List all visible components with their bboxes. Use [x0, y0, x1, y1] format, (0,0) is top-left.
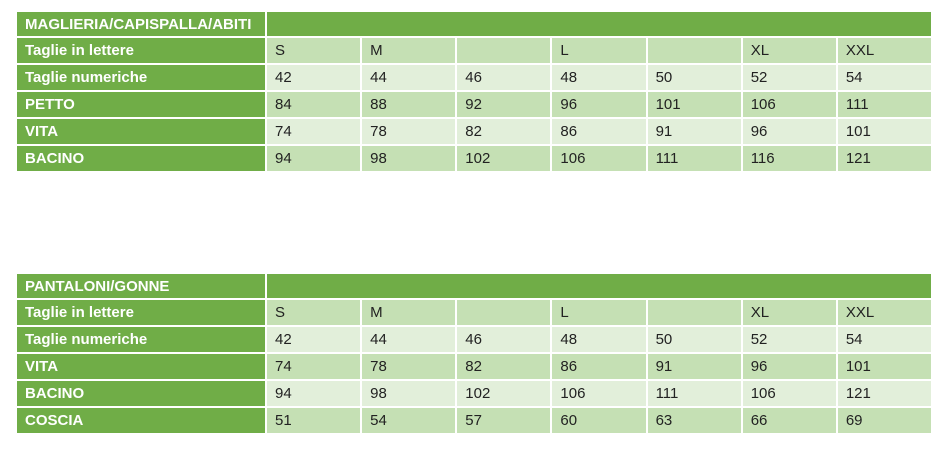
cell-value: 42: [264, 63, 363, 92]
cell-value: 52: [740, 325, 838, 354]
table-title: MAGLIERIA/CAPISPALLA/ABITI: [15, 10, 267, 38]
cell-value: 69: [835, 406, 934, 435]
cell-value: 96: [740, 352, 838, 381]
table-row: Taglie in lettere S M L XL XXL: [15, 36, 934, 65]
cell-value: XXL: [835, 36, 934, 65]
table-row: Taglie numeriche 42 44 46 48 50 52 54: [15, 325, 934, 354]
cell-value: 84: [264, 90, 363, 119]
cell-value: 102: [455, 379, 553, 408]
cell-value: [455, 36, 553, 65]
cell-value: 88: [360, 90, 458, 119]
cell-value: 91: [645, 352, 743, 381]
cell-value: S: [264, 36, 363, 65]
cell-value: 54: [835, 325, 934, 354]
cell-value: 52: [740, 63, 838, 92]
cell-value: 106: [550, 379, 648, 408]
cell-value: 54: [835, 63, 934, 92]
cell-value: 111: [645, 379, 743, 408]
cell-value: 48: [550, 325, 648, 354]
cell-value: 91: [645, 117, 743, 146]
table-title: PANTALONI/GONNE: [15, 272, 267, 300]
cell-value: 50: [645, 325, 743, 354]
row-label: VITA: [15, 117, 267, 146]
row-label: COSCIA: [15, 406, 267, 435]
cell-value: 78: [360, 117, 458, 146]
row-label: BACINO: [15, 144, 267, 173]
cell-value: 121: [835, 379, 934, 408]
cell-value: 57: [455, 406, 553, 435]
cell-value: 96: [740, 117, 838, 146]
row-label: Taglie in lettere: [15, 298, 267, 327]
row-label: PETTO: [15, 90, 267, 119]
cell-value: M: [360, 298, 458, 327]
table-row: Taglie numeriche 42 44 46 48 50 52 54: [15, 63, 934, 92]
cell-value: 116: [740, 144, 838, 173]
table-row: COSCIA 51 54 57 60 63 66 69: [15, 406, 934, 435]
cell-value: 66: [740, 406, 838, 435]
row-label: Taglie numeriche: [15, 325, 267, 354]
table-row: BACINO 94 98 102 106 111 116 121: [15, 144, 934, 173]
cell-value: 82: [455, 117, 553, 146]
cell-value: L: [550, 298, 648, 327]
cell-value: 101: [835, 117, 934, 146]
cell-value: 60: [550, 406, 648, 435]
cell-value: 102: [455, 144, 553, 173]
table-row: Taglie in lettere S M L XL XXL: [15, 298, 934, 327]
cell-value: 42: [264, 325, 363, 354]
title-filler: [265, 272, 933, 300]
cell-value: M: [360, 36, 458, 65]
cell-value: 106: [740, 90, 838, 119]
size-table-bottoms: PANTALONI/GONNE Taglie in lettere S M L XL XXL…: [15, 272, 934, 435]
cell-value: 86: [550, 352, 648, 381]
cell-value: 54: [360, 406, 458, 435]
row-label: BACINO: [15, 379, 267, 408]
table-row: VITA 74 78 82 86 91 96 101: [15, 352, 934, 381]
table-row: VITA 74 78 82 86 91 96 101: [15, 117, 934, 146]
table-row: PETTO 84 88 92 96 101 106 111: [15, 90, 934, 119]
cell-value: 101: [645, 90, 743, 119]
cell-value: 44: [360, 63, 458, 92]
cell-value: 111: [645, 144, 743, 173]
cell-value: 106: [740, 379, 838, 408]
cell-value: 74: [264, 117, 363, 146]
cell-value: 94: [264, 144, 363, 173]
cell-value: 50: [645, 63, 743, 92]
cell-value: S: [264, 298, 363, 327]
cell-value: 101: [835, 352, 934, 381]
cell-value: 44: [360, 325, 458, 354]
cell-value: XXL: [835, 298, 934, 327]
cell-value: 46: [455, 63, 553, 92]
size-table-tops: MAGLIERIA/CAPISPALLA/ABITI Taglie in lett…: [15, 10, 934, 173]
cell-value: [645, 36, 743, 65]
cell-value: 111: [835, 90, 934, 119]
cell-value: 94: [264, 379, 363, 408]
cell-value: 51: [264, 406, 363, 435]
cell-value: 63: [645, 406, 743, 435]
row-label: Taglie in lettere: [15, 36, 267, 65]
cell-value: 98: [360, 379, 458, 408]
row-label: VITA: [15, 352, 267, 381]
title-filler: [265, 10, 933, 38]
cell-value: XL: [740, 36, 838, 65]
cell-value: [455, 298, 553, 327]
cell-value: 46: [455, 325, 553, 354]
cell-value: L: [550, 36, 648, 65]
cell-value: 98: [360, 144, 458, 173]
cell-value: 92: [455, 90, 553, 119]
cell-value: 121: [835, 144, 934, 173]
cell-value: 48: [550, 63, 648, 92]
cell-value: 86: [550, 117, 648, 146]
cell-value: 78: [360, 352, 458, 381]
cell-value: [645, 298, 743, 327]
cell-value: 106: [550, 144, 648, 173]
row-label: Taglie numeriche: [15, 63, 267, 92]
cell-value: 96: [550, 90, 648, 119]
cell-value: 74: [264, 352, 363, 381]
table-row: BACINO 94 98 102 106 111 106 121: [15, 379, 934, 408]
cell-value: XL: [740, 298, 838, 327]
cell-value: 82: [455, 352, 553, 381]
